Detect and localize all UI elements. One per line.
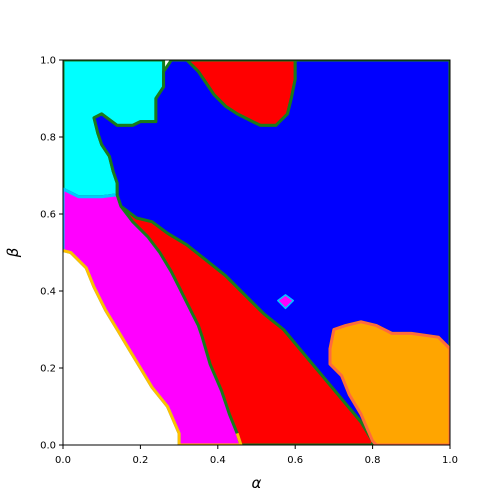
y-tick-label: 0.2 [40,364,56,375]
axes-frame [62,59,451,446]
x-tick-label: 0.4 [210,455,226,466]
plot-area [63,60,450,445]
x-tick-label: 1.0 [442,455,458,466]
y-axis-ticks: 0.0 0.2 0.4 0.6 0.8 1.0 [40,56,63,452]
x-axis-ticks: 0.0 0.2 0.4 0.6 0.8 1.0 [55,445,458,466]
x-tick-label: 0.0 [55,455,71,466]
y-axis-label: β [4,247,22,258]
x-tick-label: 0.6 [287,455,303,466]
y-tick-label: 0.4 [40,287,56,298]
y-tick-label: 0.6 [40,210,56,221]
region-blue-4 [92,60,450,443]
x-axis-label: α [252,474,262,492]
y-tick-label: 1.0 [40,56,56,67]
y-tick-label: 0.0 [40,441,56,452]
x-tick-label: 0.8 [365,455,381,466]
region-orange-5 [328,320,450,445]
boundary-white-magenta [63,249,243,445]
region-magenta-6 [277,294,295,310]
x-tick-label: 0.2 [132,455,148,466]
y-tick-label: 0.8 [40,133,56,144]
